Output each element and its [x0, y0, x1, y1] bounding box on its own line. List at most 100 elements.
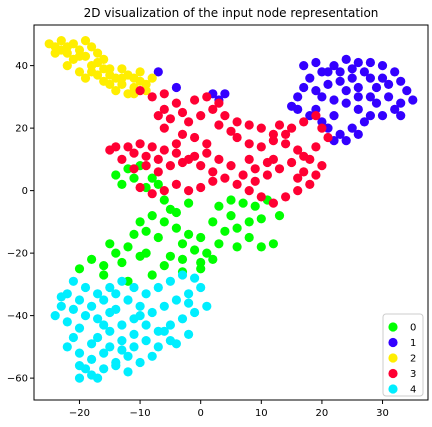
data-point-series-3 — [184, 117, 194, 127]
data-point-series-3 — [220, 111, 230, 121]
data-point-series-0 — [165, 251, 175, 261]
data-point-series-4 — [93, 289, 103, 299]
data-point-series-0 — [74, 264, 85, 274]
data-point-series-3 — [184, 186, 194, 196]
legend-label-0: 0 — [410, 323, 416, 334]
data-point-series-0 — [268, 239, 278, 249]
data-point-series-4 — [129, 282, 139, 293]
data-point-series-4 — [123, 367, 133, 377]
data-point-series-3 — [274, 164, 285, 174]
data-point-series-3 — [232, 179, 242, 189]
data-point-series-3 — [287, 157, 297, 168]
data-point-series-4 — [117, 345, 127, 355]
data-point-series-4 — [153, 342, 163, 352]
data-point-series-2 — [93, 57, 103, 68]
data-point-series-0 — [256, 214, 266, 224]
data-point-series-1 — [353, 129, 363, 139]
data-point-series-4 — [190, 307, 200, 318]
data-point-series-4 — [202, 301, 212, 311]
data-point-series-3 — [129, 148, 139, 158]
data-point-series-4 — [56, 301, 66, 311]
data-point-series-4 — [68, 304, 78, 314]
data-point-series-3 — [196, 111, 206, 121]
data-point-series-4 — [184, 289, 194, 299]
data-point-series-3 — [147, 189, 157, 199]
data-point-series-0 — [214, 201, 224, 211]
data-point-series-3 — [135, 182, 145, 193]
data-point-series-0 — [256, 242, 266, 252]
legend: 0 1 2 3 4 — [382, 313, 424, 397]
data-point-series-0 — [244, 217, 254, 227]
data-point-series-0 — [129, 229, 139, 239]
data-point-series-1 — [329, 111, 339, 121]
data-point-series-0 — [196, 264, 206, 274]
data-point-series-4 — [159, 326, 169, 336]
data-point-series-3 — [232, 117, 242, 127]
x-tick-label: −10 — [130, 408, 151, 419]
data-point-series-3 — [117, 154, 127, 164]
x-tick-label: 10 — [255, 408, 268, 419]
data-point-series-1 — [347, 73, 357, 83]
data-point-series-1 — [353, 57, 363, 68]
data-point-series-3 — [281, 139, 291, 149]
data-point-series-4 — [165, 276, 175, 286]
legend-marker-4 — [388, 384, 398, 394]
data-point-series-1 — [390, 67, 400, 77]
x-tick-label: 20 — [316, 408, 329, 419]
data-point-series-2 — [99, 64, 109, 74]
data-point-series-4 — [105, 326, 115, 336]
data-point-series-2 — [93, 48, 103, 58]
data-point-series-1 — [384, 79, 394, 89]
data-point-series-3 — [159, 123, 169, 133]
data-point-series-4 — [105, 342, 115, 352]
data-point-series-3 — [196, 182, 206, 193]
data-point-series-3 — [268, 154, 278, 164]
data-point-series-1 — [305, 73, 315, 83]
data-point-series-4 — [87, 301, 97, 311]
data-point-series-3 — [147, 92, 157, 102]
legend-label-1: 1 — [410, 338, 416, 349]
data-point-series-3 — [311, 142, 321, 152]
data-point-series-3 — [250, 164, 260, 174]
data-point-series-4 — [87, 354, 97, 364]
data-point-series-3 — [159, 89, 169, 99]
legend-marker-3 — [388, 368, 398, 379]
data-point-series-2 — [135, 67, 145, 77]
data-point-series-3 — [196, 161, 206, 171]
data-point-series-1 — [353, 82, 363, 93]
data-point-series-1 — [341, 86, 351, 96]
data-point-series-3 — [305, 179, 315, 189]
legend-label-4: 4 — [410, 385, 416, 396]
data-point-series-3 — [256, 123, 266, 133]
data-point-series-0 — [153, 179, 163, 189]
y-axis: −60 −40 −20 0 20 40 — [7, 61, 34, 385]
data-point-series-4 — [129, 329, 139, 339]
data-point-series-1 — [365, 57, 375, 68]
data-point-series-4 — [117, 276, 127, 286]
data-point-series-1 — [365, 92, 375, 102]
data-point-series-1 — [311, 57, 321, 68]
data-point-series-3 — [250, 176, 260, 186]
data-point-series-3 — [220, 173, 230, 183]
data-point-series-3 — [244, 120, 254, 130]
points-layer — [44, 36, 418, 383]
data-point-series-3 — [190, 95, 200, 105]
data-point-series-0 — [147, 270, 157, 280]
data-point-series-1 — [402, 86, 412, 96]
data-point-series-0 — [141, 226, 151, 236]
data-point-series-0 — [202, 248, 212, 258]
data-point-series-3 — [184, 154, 194, 164]
data-point-series-0 — [129, 173, 139, 183]
data-point-series-1 — [353, 92, 363, 102]
data-point-series-1 — [323, 67, 333, 77]
data-point-series-3 — [202, 148, 212, 158]
data-point-series-4 — [74, 323, 85, 333]
data-point-series-4 — [135, 301, 145, 311]
data-point-series-4 — [141, 320, 151, 330]
data-point-series-2 — [105, 79, 115, 89]
data-point-series-4 — [99, 295, 109, 305]
data-point-series-4 — [87, 339, 97, 349]
data-point-series-2 — [62, 42, 72, 52]
data-point-series-3 — [214, 120, 224, 130]
data-point-series-1 — [311, 86, 321, 96]
